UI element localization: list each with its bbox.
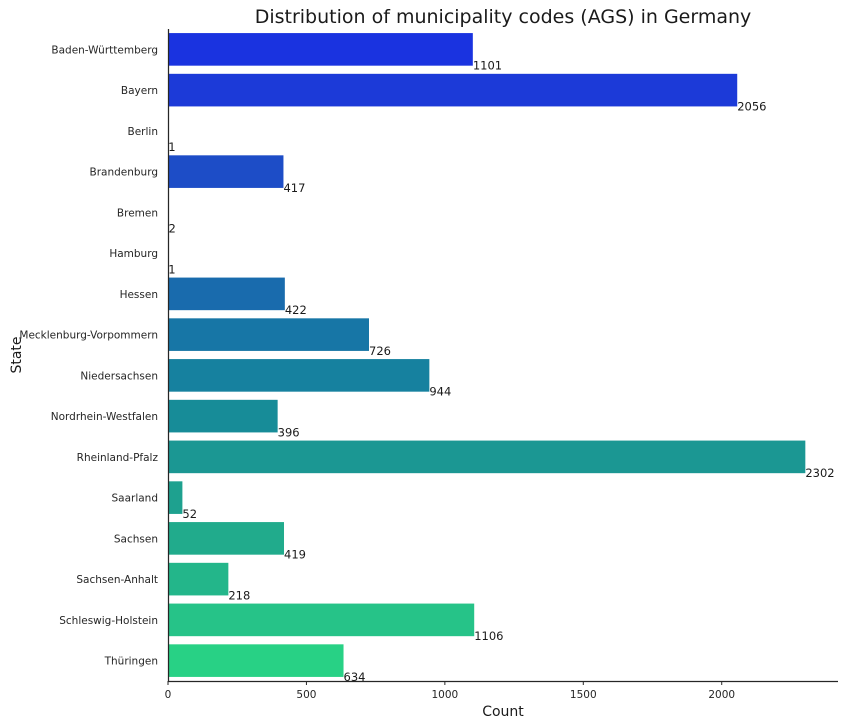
data-label-bayern: 2056 xyxy=(737,99,766,113)
y-tick-label-rheinland-pfalz: Rheinland-Pfalz xyxy=(77,452,159,464)
y-tick-label-bremen: Bremen xyxy=(117,207,158,219)
data-label-bremen: 2 xyxy=(169,222,176,236)
x-tick-label-1000: 1000 xyxy=(431,689,458,701)
y-tick-label-berlin: Berlin xyxy=(128,126,158,138)
y-tick-label-sachsen: Sachsen xyxy=(114,533,158,545)
bar-niedersachsen xyxy=(168,359,430,392)
bar-brandenburg xyxy=(168,155,284,188)
x-tick-label-2000: 2000 xyxy=(708,689,735,701)
y-tick-label-hamburg: Hamburg xyxy=(109,248,158,260)
bar-sachsen xyxy=(168,522,285,555)
x-axis-label: Count xyxy=(482,704,524,720)
bars-group xyxy=(168,33,806,677)
bar-rheinland-pfalz xyxy=(168,440,806,474)
bar-thuringen xyxy=(168,644,344,677)
y-tick-label-schleswig-holstein: Schleswig-Holstein xyxy=(59,615,158,627)
y-tick-label-saarland: Saarland xyxy=(111,493,158,505)
data-labels: 1101 2056 1 417 2 1 422 726 944 396 2302 52 419 218 11… xyxy=(168,59,834,684)
data-label-hessen: 422 xyxy=(285,303,307,317)
data-label-nordrhein-westfalen: 396 xyxy=(278,425,300,439)
y-axis-label: State xyxy=(9,336,25,373)
bar-sachsen-anhalt xyxy=(168,562,229,596)
data-label-niedersachsen: 944 xyxy=(429,385,451,399)
y-tick-label-bayern: Bayern xyxy=(121,85,158,97)
x-tick-labels: 0 500 1000 1500 2000 xyxy=(165,681,735,701)
y-tick-labels: Baden-Württemberg Bayern Berlin Brandenburg… xyxy=(19,44,158,667)
chart-title: Distribution of municipality codes (AGS)… xyxy=(255,6,752,28)
data-label-schleswig-holstein: 1106 xyxy=(474,629,503,643)
x-tick-label-1500: 1500 xyxy=(570,689,597,701)
data-label-saarland: 52 xyxy=(182,507,197,521)
data-label-brandenburg: 417 xyxy=(283,181,305,195)
bar-nordrhein-westfalen xyxy=(168,399,278,433)
y-tick-label-brandenburg: Brandenburg xyxy=(89,167,158,179)
y-tick-label-hessen: Hessen xyxy=(120,289,158,301)
y-tick-label-thuringen: Thüringen xyxy=(104,656,158,668)
bar-schleswig-holstein xyxy=(168,603,475,637)
data-label-baden-wurttemberg: 1101 xyxy=(473,59,502,73)
data-label-thuringen: 634 xyxy=(344,670,366,684)
data-label-rheinland-pfalz: 2302 xyxy=(805,466,834,480)
y-tick-label-baden-wurttemberg: Baden-Württemberg xyxy=(51,44,158,56)
x-tick-label-0: 0 xyxy=(165,689,172,701)
y-tick-label-nordrhein-westfalen: Nordrhein-Westfalen xyxy=(51,411,158,423)
bar-saarland xyxy=(168,481,183,514)
y-tick-label-mecklenburg-vorpommern: Mecklenburg-Vorpommern xyxy=(19,330,158,342)
data-label-berlin: 1 xyxy=(168,140,175,154)
data-label-hamburg: 1 xyxy=(168,262,175,276)
bar-bayern xyxy=(168,73,738,107)
bar-mecklenburg-vorpommern xyxy=(168,318,369,351)
bar-hessen xyxy=(168,277,285,311)
data-label-sachsen: 419 xyxy=(284,548,306,562)
data-label-sachsen-anhalt: 218 xyxy=(228,588,250,602)
bar-baden-wurttemberg xyxy=(168,33,473,66)
y-tick-label-niedersachsen: Niedersachsen xyxy=(80,370,158,382)
x-tick-label-500: 500 xyxy=(296,689,316,701)
data-label-mecklenburg-vorpommern: 726 xyxy=(369,344,391,358)
y-tick-label-sachsen-anhalt: Sachsen-Anhalt xyxy=(76,574,158,586)
